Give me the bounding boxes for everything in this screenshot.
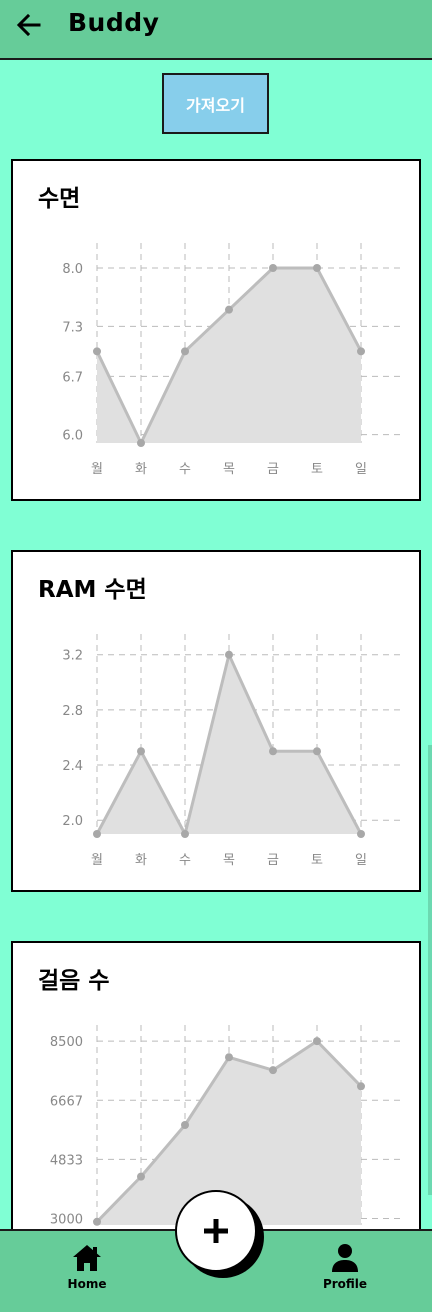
x-tick-label: 토 [311, 853, 323, 868]
y-tick-label: 7.3 [62, 320, 83, 335]
data-point [269, 264, 277, 272]
fetch-button[interactable]: 가져오기 [162, 73, 269, 134]
area-fill [97, 1041, 361, 1225]
x-tick-label: 금 [267, 462, 279, 477]
y-tick-label: 6.0 [62, 429, 83, 444]
x-tick-label: 수 [179, 462, 191, 477]
data-point [137, 1172, 145, 1181]
data-point [269, 1066, 277, 1075]
ram-sleep-chart: 2.0 2.4 2.8 3.2 월 화 수 목 금 토 일 [62, 634, 405, 868]
x-tick-label: 토 [311, 462, 323, 477]
data-point [137, 747, 145, 756]
ram-sleep-chart-card: RAM 수면 2.0 2.4 2.8 3.2 월 화 수 목 금 토 일 [11, 550, 421, 892]
data-point [357, 830, 365, 838]
app-title: Buddy [68, 8, 160, 37]
y-tick-label: 3000 [50, 1213, 83, 1228]
nav-profile-label: Profile [322, 1277, 368, 1291]
data-point [313, 264, 321, 272]
data-point [313, 747, 321, 756]
x-tick-label: 화 [135, 853, 147, 868]
area-fill [97, 268, 361, 443]
app-bar: Buddy [0, 0, 432, 60]
y-tick-label: 2.0 [62, 814, 83, 829]
x-tick-label: 일 [355, 853, 367, 868]
nav-profile[interactable]: Profile [305, 1243, 385, 1291]
nav-home[interactable]: Home [47, 1243, 127, 1291]
arrow-left-icon [16, 13, 41, 37]
x-tick-label: 화 [135, 462, 147, 477]
data-point [225, 1053, 233, 1062]
nav-home-label: Home [67, 1277, 107, 1291]
y-tick-label: 6.7 [62, 370, 83, 385]
x-tick-label: 금 [267, 853, 279, 868]
x-tick-label: 월 [91, 462, 103, 477]
sleep-chart: 6.0 6.7 7.3 8.0 월 화 수 목 금 토 일 [62, 243, 405, 477]
x-tick-label: 목 [223, 853, 235, 868]
home-icon [73, 1245, 101, 1271]
y-tick-label: 8500 [50, 1035, 83, 1050]
chart-title: 수면 [38, 186, 81, 212]
x-tick-label: 월 [91, 853, 103, 868]
data-point [181, 347, 189, 356]
data-point [137, 439, 145, 447]
y-tick-label: 4833 [50, 1153, 83, 1168]
data-point [93, 830, 101, 838]
steps-chart: 3000483366678500월화수목금토일 [50, 1025, 405, 1259]
chart-title: RAM 수면 [38, 577, 147, 603]
x-tick-label: 일 [355, 462, 367, 477]
area-fill [97, 654, 361, 834]
data-point [181, 830, 189, 838]
scrollbar[interactable] [428, 745, 432, 1195]
x-tick-label: 목 [223, 462, 235, 477]
y-tick-label: 3.2 [62, 649, 83, 664]
person-icon [332, 1244, 358, 1272]
y-tick-label: 8.0 [62, 262, 83, 277]
plus-icon [204, 1219, 228, 1243]
y-tick-label: 2.4 [62, 759, 83, 774]
back-button[interactable] [12, 8, 46, 42]
x-tick-label: 수 [179, 853, 191, 868]
data-point [225, 305, 233, 314]
data-point [357, 1082, 365, 1091]
add-button[interactable] [175, 1190, 257, 1272]
data-point [93, 347, 101, 356]
y-tick-label: 2.8 [62, 704, 83, 719]
chart-title: 걸음 수 [38, 968, 110, 994]
y-tick-label: 6667 [50, 1094, 83, 1109]
data-point [225, 650, 233, 659]
data-point [181, 1121, 189, 1129]
sleep-chart-card: 수면 6.0 6.7 7.3 8.0 월 화 수 목 금 토 일 [11, 159, 421, 501]
data-point [93, 1217, 101, 1226]
data-point [269, 747, 277, 756]
data-point [357, 347, 365, 356]
data-point [313, 1037, 321, 1046]
